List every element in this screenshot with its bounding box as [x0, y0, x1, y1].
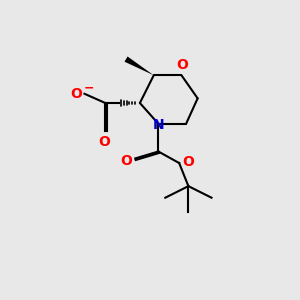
Text: O: O	[120, 154, 132, 168]
Text: O: O	[177, 58, 189, 72]
Text: O: O	[98, 135, 110, 149]
Text: O: O	[183, 155, 194, 169]
Text: O: O	[70, 87, 82, 101]
Text: −: −	[83, 82, 94, 94]
Text: N: N	[153, 118, 164, 132]
Polygon shape	[124, 56, 154, 75]
